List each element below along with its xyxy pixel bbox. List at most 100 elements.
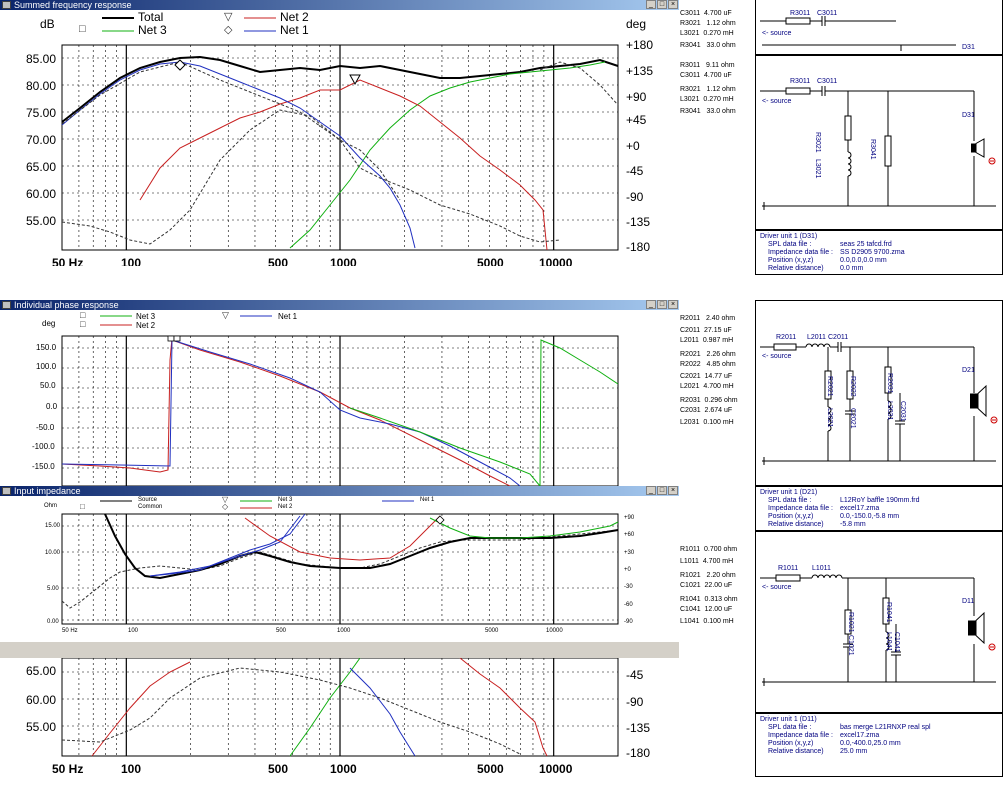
label-r3021: R3021 (814, 132, 821, 153)
label-c1021: C1021 (847, 635, 854, 656)
component-name: R2021 (680, 351, 701, 358)
bottom-partial-window: 65.00 60.00 55.00 -45 -90 -135 -180 50 H… (0, 658, 679, 800)
label-c2021: C2021 (849, 408, 856, 429)
imp-x-10000: 10000 (546, 628, 563, 634)
net2-curve-high (459, 658, 548, 757)
driver-key: SPL data file : (768, 241, 812, 248)
component-name: C2021 (680, 373, 701, 380)
driver-value: SS D2905 9700.zma (840, 249, 905, 256)
bottom-x-500: 500 (268, 762, 289, 776)
impedance-y-label: Ohm (44, 503, 58, 509)
legend-net1-marker: ▽ (222, 310, 229, 320)
source-label: <- source (762, 30, 792, 37)
minimize-button[interactable]: _ (646, 0, 656, 9)
label-d31: D31 (962, 44, 975, 51)
driver-key: Position (x,y,z) (768, 513, 814, 520)
x-tick-50hz: 50 Hz (52, 256, 84, 266)
value-row-phase-2: L2011 0.987 mH (680, 337, 733, 344)
label-d31: D31 (962, 112, 975, 119)
summed-titlebar[interactable]: Summed frequency response _ □ × (0, 0, 679, 10)
summed-chart (61, 14, 619, 251)
impedance-title: Input impedance (14, 486, 81, 496)
bottom-x-100: 100 (121, 762, 142, 776)
y-tick-55: 55.00 (26, 214, 57, 228)
maximize-button[interactable]: □ (657, 300, 667, 309)
net3-phase-high (539, 339, 619, 486)
imp-x-100: 100 (128, 628, 139, 634)
net2-phase-wrap (61, 337, 173, 473)
driver-value: -5.8 mm (840, 521, 866, 528)
imp-y2-0: +0 (624, 567, 631, 573)
legend-net1-marker: ◇ (224, 24, 233, 36)
driver-value: L12RoY baffle 190mm.frd (840, 497, 920, 504)
value-row-top-1: R3021 1.12 ohm (680, 20, 736, 27)
net3-curve (289, 658, 361, 757)
net1-curve-marker (174, 59, 186, 71)
phase-titlebar[interactable]: Individual phase response _ □ × (0, 300, 679, 310)
imp-y-0: 0.00 (47, 619, 59, 625)
value-row-imp-4: R1041 0.313 ohm (680, 596, 738, 603)
close-button[interactable]: × (668, 486, 678, 495)
y2-tick-m180: -180 (626, 240, 651, 254)
driver-key: Impedance data file : (768, 505, 833, 512)
component-value: 2.674 uF (704, 407, 733, 414)
label-r2021: R2021 (826, 376, 833, 397)
x-tick-500: 500 (268, 256, 289, 266)
maximize-button[interactable]: □ (657, 0, 667, 9)
imp-x-1000: 1000 (337, 628, 351, 634)
label-r3011: R3011 (790, 10, 811, 17)
legend-total: Total (138, 10, 164, 24)
phase-y-m50: -50.0 (36, 423, 55, 432)
label-r2022: R2022 (849, 376, 856, 397)
schematic-top-partial: R3011 C3011 <- source D31 (755, 0, 1003, 55)
window-icon (2, 487, 11, 495)
close-button[interactable]: × (668, 0, 678, 9)
x-tick-10000: 10000 (539, 256, 573, 266)
maximize-button[interactable]: □ (657, 486, 667, 495)
legend-net2-marker: □ (80, 319, 86, 329)
label-r2031: R2031 (886, 373, 893, 394)
y2-tick-90: +90 (626, 90, 647, 104)
component-value: 4.700 uF (704, 72, 732, 79)
phase-y-50: 50.0 (40, 381, 56, 390)
driver-key: Relative distance) (768, 521, 824, 528)
driver-key: Relative distance) (768, 265, 824, 272)
component-name: C1041 (680, 606, 701, 613)
component-name: R1021 (680, 572, 701, 579)
label-d21: D21 (962, 367, 975, 374)
driver-d11-info: Driver unit 1 (D11) SPL data file : bas m… (755, 713, 1003, 777)
net2-curve-marker (349, 74, 361, 86)
driver-d21-info: Driver unit 1 (D21) SPL data file : L12Ro… (755, 486, 1003, 531)
driver-title: Driver unit 1 (D11) (760, 716, 817, 723)
schematic-d21-drawing (760, 342, 998, 465)
window-buttons: _ □ × (646, 300, 678, 310)
speaker-d11-cone (975, 611, 985, 645)
spacer (152, 14, 160, 21)
component-name: L2031 (680, 419, 700, 426)
imp-y-10: 10.00 (45, 550, 61, 556)
component-value: 2.20 ohm (706, 572, 736, 579)
schematic-top-drawing (760, 16, 956, 51)
driver-row: SPL data file : bas merge L21RNXP real sp… (760, 724, 998, 732)
y-tick-65: 65.00 (26, 160, 57, 174)
impedance-titlebar[interactable]: Input impedance _ □ × (0, 486, 679, 496)
minimize-button[interactable]: _ (646, 486, 656, 495)
legend-source: Source (138, 497, 158, 503)
component-value: 9.11 ohm (705, 62, 735, 69)
legend-net3-marker: ▽ (222, 495, 229, 504)
legend-net3-marker: □ (80, 310, 86, 320)
phase-y-m150: -150.0 (32, 462, 55, 471)
net3-curve (289, 61, 606, 249)
net1-curve (61, 61, 416, 249)
minimize-button[interactable]: _ (646, 300, 656, 309)
component-value: 27.15 uF (704, 327, 732, 334)
imp-x-5000: 5000 (485, 628, 499, 634)
value-row-imp-6: L1041 0.100 mH (680, 618, 734, 625)
label-r3011: R3011 (790, 78, 811, 85)
net1-phase (171, 339, 521, 486)
y2-tick-45: +45 (626, 113, 647, 127)
bottom-y2-m180: -180 (626, 746, 651, 760)
driver-key: SPL data file : (768, 497, 812, 504)
label-l1041: L1041 (885, 632, 892, 652)
close-button[interactable]: × (668, 300, 678, 309)
